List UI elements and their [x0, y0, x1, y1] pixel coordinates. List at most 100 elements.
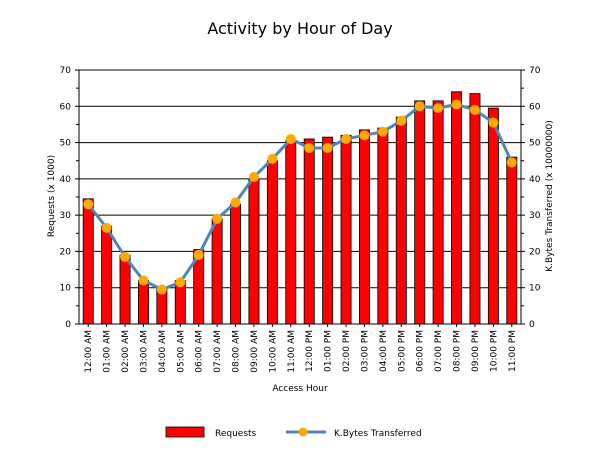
right-tick-label: 30: [529, 211, 541, 221]
right-tick-label: 60: [529, 102, 541, 112]
y2-axis-label: K.Bytes Transferred (x 10000000): [545, 120, 555, 272]
x-tick-label: 08:00 PM: [453, 330, 463, 372]
kbytes-point: [359, 130, 370, 141]
kbytes-point: [285, 133, 296, 144]
bar: [414, 100, 426, 325]
left-tick-label: 50: [60, 139, 72, 149]
x-tick-label: 02:00 PM: [342, 330, 352, 372]
bar: [266, 160, 278, 325]
bar: [137, 280, 149, 325]
right-tick-label: 70: [529, 66, 541, 76]
chart-title: Activity by Hour of Day: [207, 19, 392, 38]
x-tick-label: 08:00 AM: [232, 330, 242, 373]
bar: [451, 91, 463, 325]
kbytes-point: [101, 222, 112, 233]
kbytes-point: [451, 99, 462, 110]
legend: Requests K.Bytes Transferred: [165, 426, 422, 439]
legend-requests-label: Requests: [215, 429, 257, 439]
bar-series: [82, 91, 518, 325]
right-axis-ticks: 0 10 20 30 40 50 60 70: [521, 66, 541, 330]
kbytes-point: [156, 284, 167, 295]
kbytes-point: [248, 172, 259, 183]
bar: [358, 129, 370, 325]
bar: [377, 127, 389, 325]
kbytes-point: [377, 126, 388, 137]
x-tick-label: 01:00 PM: [324, 330, 334, 372]
legend-kbytes-label: K.Bytes Transferred: [334, 429, 422, 439]
bar: [395, 116, 407, 325]
right-tick-label: 10: [529, 284, 541, 294]
bar: [469, 93, 481, 325]
right-tick-label: 0: [529, 320, 535, 330]
x-tick-label: 12:00 AM: [84, 330, 94, 373]
bar: [487, 107, 499, 325]
left-tick-label: 60: [60, 102, 72, 112]
right-tick-label: 20: [529, 247, 541, 257]
kbytes-point: [414, 101, 425, 112]
left-axis-ticks: 0 10 20 30 40 50 60 70: [60, 66, 79, 330]
bar: [322, 136, 334, 325]
bar: [211, 218, 223, 325]
kbytes-point: [304, 143, 315, 154]
x-tick-label: 11:00 AM: [287, 330, 297, 373]
bar: [506, 156, 518, 325]
kbytes-point: [488, 117, 499, 128]
kbytes-point: [322, 143, 333, 154]
right-tick-label: 50: [529, 139, 541, 149]
x-tick-label: 04:00 AM: [158, 330, 168, 373]
line-series: [83, 99, 517, 295]
kbytes-point: [469, 104, 480, 115]
x-tick-label: 09:00 AM: [250, 330, 260, 373]
left-tick-label: 40: [60, 175, 72, 185]
x-tick-label: 06:00 PM: [416, 330, 426, 372]
x-tick-label: 05:00 PM: [397, 330, 407, 372]
kbytes-point: [341, 133, 352, 144]
x-tick-label: 11:00 PM: [508, 330, 518, 372]
kbytes-point: [83, 199, 94, 210]
left-tick-label: 70: [60, 66, 72, 76]
x-tick-label: 03:00 PM: [360, 330, 370, 372]
x-tick-label: 10:00 AM: [268, 330, 278, 373]
x-axis-label: Access Hour: [272, 384, 328, 394]
kbytes-line: [87, 102, 514, 292]
x-tick-label: 10:00 PM: [489, 330, 499, 372]
legend-requests-swatch: [165, 426, 205, 438]
bar: [230, 203, 242, 325]
x-tick-label: 07:00 PM: [434, 330, 444, 372]
kbytes-point: [193, 250, 204, 261]
right-tick-label: 40: [529, 175, 541, 185]
kbytes-point: [138, 275, 149, 286]
bar: [119, 254, 131, 325]
bar: [101, 225, 113, 325]
bar: [82, 198, 94, 325]
x-axis-ticks: 12:00 AM 01:00 AM 02:00 AM 03:00 AM 04:00 AM…: [84, 324, 518, 373]
left-tick-label: 20: [60, 247, 72, 257]
left-tick-label: 30: [60, 211, 72, 221]
x-tick-label: 02:00 AM: [121, 330, 131, 373]
kbytes-point: [230, 197, 241, 208]
kbytes-point: [212, 213, 223, 224]
kbytes-point: [433, 103, 444, 114]
x-tick-label: 09:00 PM: [471, 330, 481, 372]
kbytes-point: [396, 115, 407, 126]
kbytes-point: [267, 153, 278, 164]
x-tick-label: 07:00 AM: [213, 330, 223, 373]
x-tick-label: 05:00 AM: [176, 330, 186, 373]
kbytes-point: [175, 277, 186, 288]
bar: [340, 134, 352, 325]
kbytes-point: [120, 251, 131, 262]
left-tick-label: 10: [60, 284, 72, 294]
legend-kbytes-marker: [298, 427, 308, 437]
kbytes-point: [506, 157, 517, 168]
x-tick-label: 12:00 PM: [305, 330, 315, 372]
x-tick-label: 04:00 PM: [379, 330, 389, 372]
bar: [432, 100, 444, 325]
x-tick-label: 01:00 AM: [103, 330, 113, 373]
x-tick-label: 06:00 AM: [195, 330, 205, 373]
bar: [303, 138, 315, 325]
left-tick-label: 0: [65, 320, 71, 330]
x-tick-label: 03:00 AM: [139, 330, 149, 373]
bar: [285, 140, 297, 325]
y-axis-label: Requests (x 1000): [47, 155, 57, 237]
